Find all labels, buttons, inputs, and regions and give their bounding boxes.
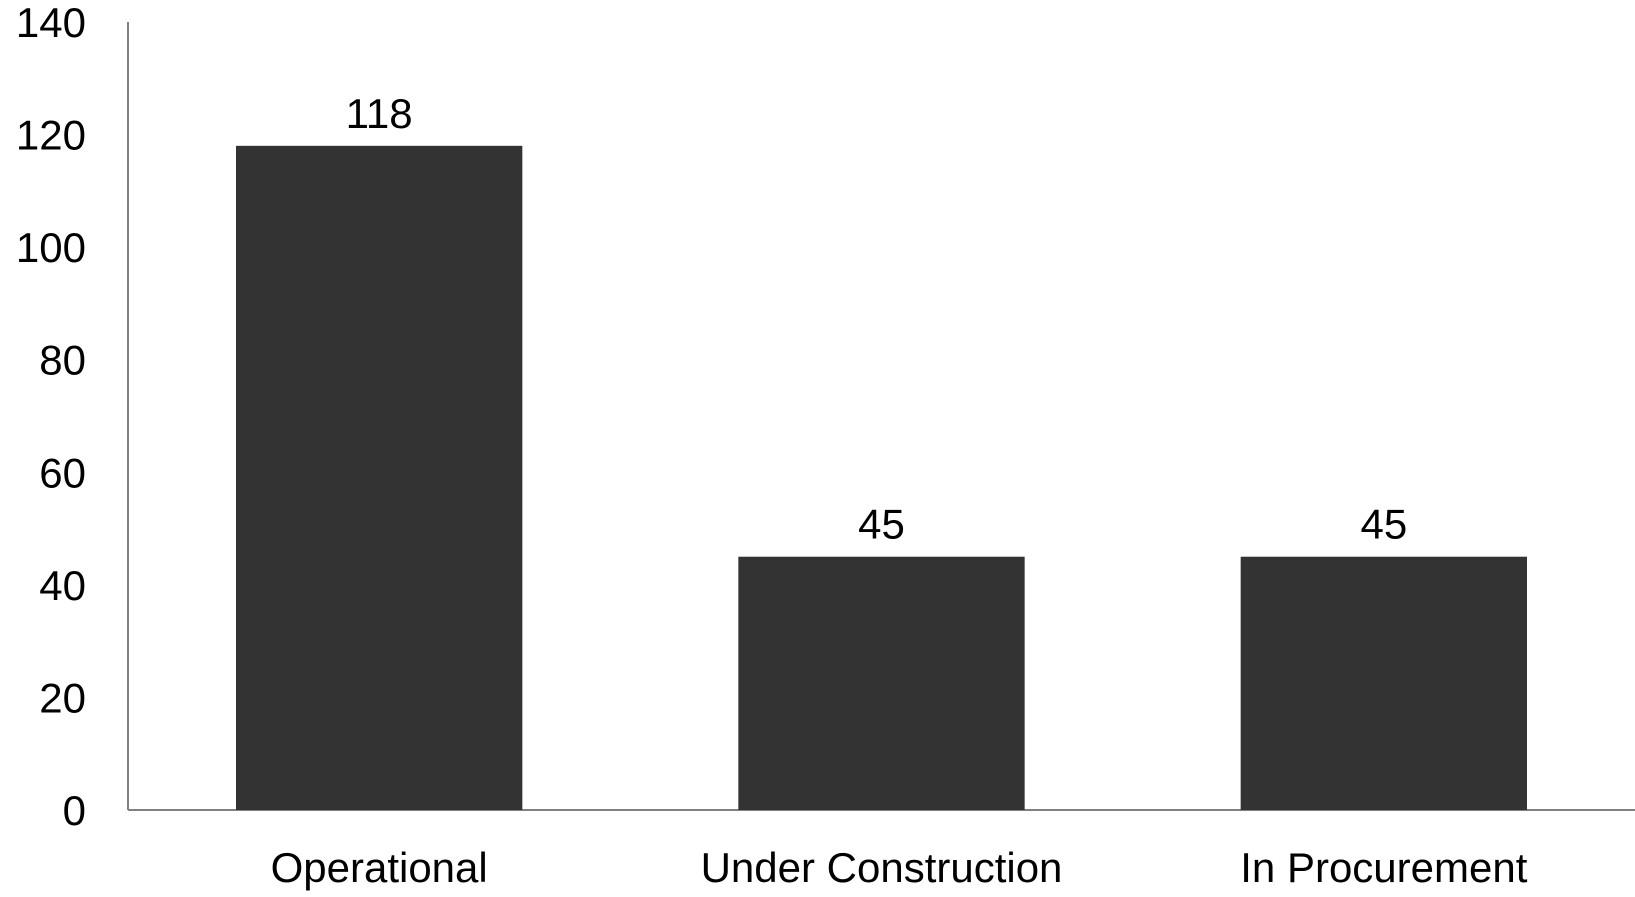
y-tick-label: 120 — [16, 112, 86, 159]
bar — [1240, 556, 1527, 810]
y-tick-label: 80 — [39, 337, 86, 384]
x-category-label: In Procurement — [1240, 844, 1527, 891]
y-tick-label: 60 — [39, 449, 86, 496]
x-category-label: Under Construction — [701, 844, 1063, 891]
y-axis-ticks: 0 20 40 60 80 100 120 140 — [16, 0, 86, 834]
bar — [738, 556, 1025, 810]
y-tick-label: 100 — [16, 224, 86, 271]
bars-group — [236, 145, 1527, 811]
bar-value-label: 118 — [346, 90, 413, 137]
y-tick-label: 20 — [39, 674, 86, 721]
data-labels-group: 118 45 45 — [346, 90, 1408, 548]
bar-value-label: 45 — [1360, 501, 1407, 548]
category-labels-group: Operational Under Construction In Procurem… — [271, 844, 1528, 891]
bar-value-label: 45 — [858, 501, 905, 548]
bar — [236, 145, 523, 811]
x-category-label: Operational — [271, 844, 488, 891]
y-tick-label: 140 — [16, 0, 86, 46]
y-tick-label: 0 — [63, 787, 86, 834]
y-tick-label: 40 — [39, 562, 86, 609]
